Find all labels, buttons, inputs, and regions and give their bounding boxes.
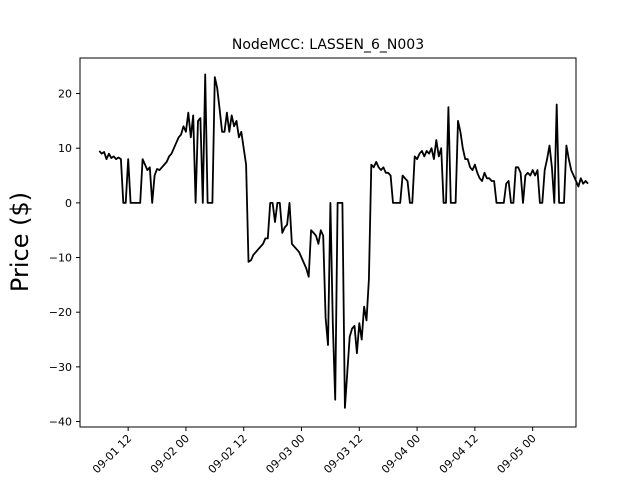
y-tick-label: −40 bbox=[49, 416, 72, 429]
y-tick-label: 20 bbox=[58, 88, 72, 101]
y-tick-label: 10 bbox=[58, 142, 72, 155]
y-axis-ticks: −40 −30 −20 −10 0 10 20 bbox=[49, 88, 80, 429]
y-tick-label: −20 bbox=[49, 306, 72, 319]
y-axis-label: Price ($) bbox=[6, 192, 34, 292]
y-tick-label: 0 bbox=[65, 197, 72, 210]
chart-title: NodeMCC: LASSEN_6_N003 bbox=[232, 37, 424, 53]
plot-area-frame bbox=[79, 57, 577, 428]
y-tick-label: −10 bbox=[49, 252, 72, 265]
y-tick-label: −30 bbox=[49, 361, 72, 374]
price-series-line bbox=[98, 73, 589, 409]
